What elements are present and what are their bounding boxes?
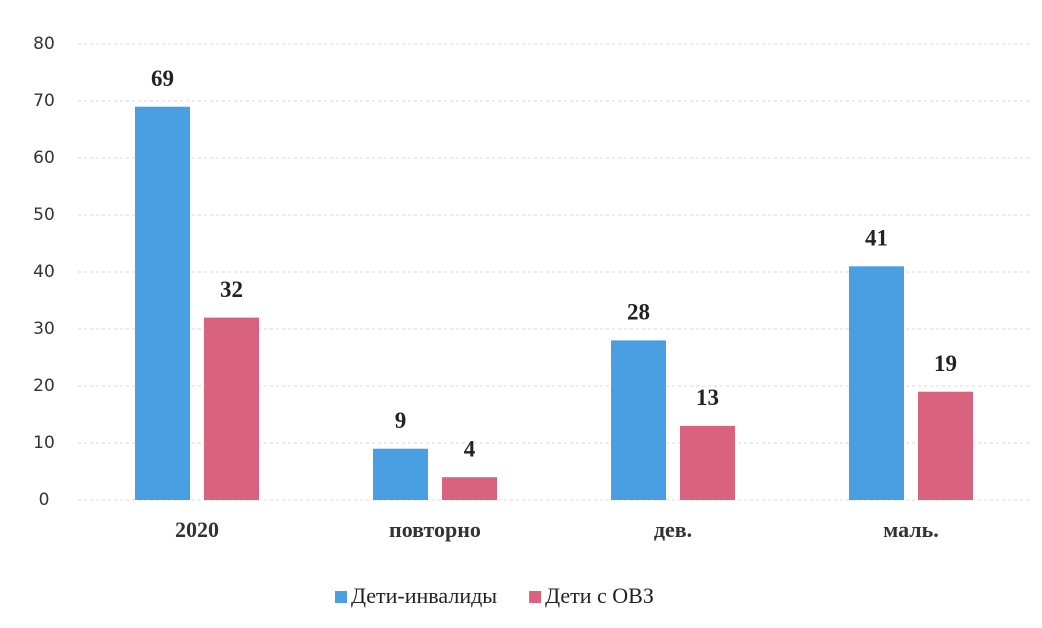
data-label: 19 (934, 351, 957, 376)
y-tick-label: 10 (33, 433, 55, 453)
data-label: 4 (464, 436, 476, 461)
data-label: 41 (865, 226, 888, 251)
data-label: 69 (151, 66, 174, 91)
x-tick-label: маль. (883, 517, 939, 542)
bar (373, 448, 428, 500)
y-tick-label: 30 (33, 319, 55, 339)
bar (849, 266, 904, 500)
y-tick-label: 20 (33, 376, 55, 396)
x-tick-label: дев. (654, 517, 692, 542)
data-label: 13 (696, 385, 719, 410)
y-tick-label: 70 (33, 91, 55, 111)
bar (680, 425, 735, 500)
x-tick-label: повторно (389, 517, 481, 542)
y-tick-label: 60 (33, 148, 55, 168)
legend-label: Дети с ОВЗ (545, 583, 654, 608)
legend-label: Дети-инвалиды (351, 583, 497, 608)
x-tick-label: 2020 (175, 517, 219, 542)
y-tick-label: 40 (33, 262, 55, 282)
data-label: 28 (627, 300, 650, 325)
bar (918, 391, 973, 500)
data-label: 32 (220, 277, 243, 302)
legend-swatch (335, 591, 347, 603)
bar (135, 106, 190, 500)
legend-swatch (529, 591, 542, 603)
bar (611, 340, 666, 500)
y-tick-label: 50 (33, 205, 55, 225)
y-tick-label: 0 (39, 490, 50, 510)
y-tick-label: 80 (33, 34, 55, 54)
bar (204, 317, 259, 500)
data-label: 9 (395, 408, 407, 433)
bar (442, 477, 497, 500)
